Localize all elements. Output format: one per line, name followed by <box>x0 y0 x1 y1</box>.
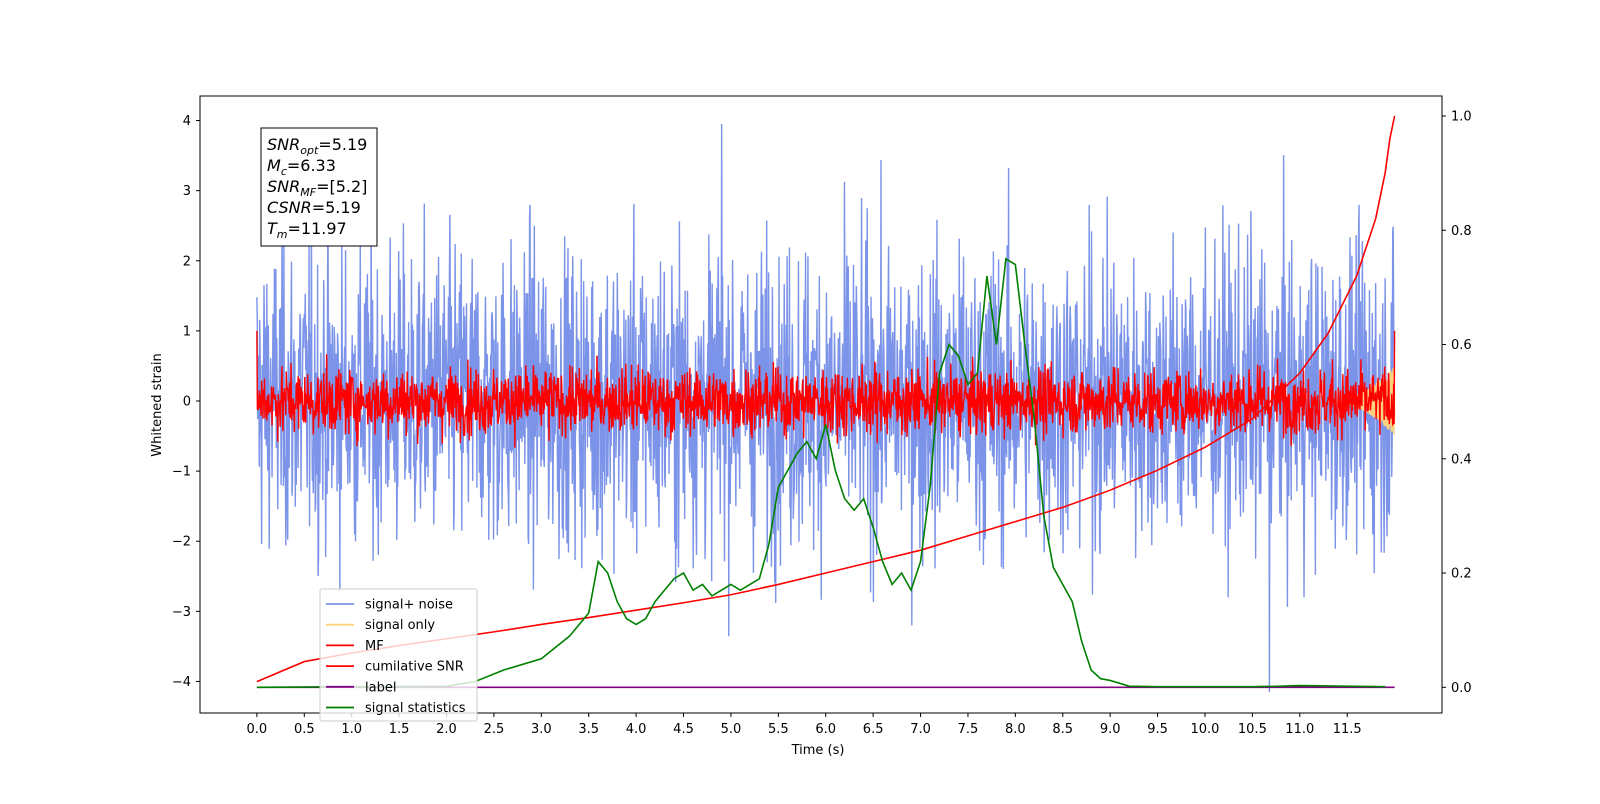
y2-tick-label: 0.2 <box>1451 567 1472 582</box>
plot-frame <box>199 95 1443 714</box>
series-signal-statistics <box>256 257 1386 689</box>
y-tick-label: 1 <box>183 324 191 339</box>
x-tick-label: 9.5 <box>1147 722 1168 737</box>
annotation-symbol: T <box>267 219 278 238</box>
x-tick-label: 5.0 <box>721 722 742 737</box>
x-axis: 0.0 0.5 1.0 1.5 2.0 2.5 3.0 3.5 4.0 4.5 5.0 5.5 6.0 6… <box>247 713 1362 737</box>
annotation-symbol: SNR <box>267 135 300 154</box>
y2-tick-label: 0.4 <box>1451 452 1472 467</box>
x-tick-label: 1.0 <box>341 722 362 737</box>
annotation-line: SNRopt=5.19 <box>267 135 367 157</box>
y-tick-label: −4 <box>172 675 191 690</box>
annotation-symbol: CSNR <box>267 198 312 217</box>
x-tick-label: 11.5 <box>1333 722 1362 737</box>
x-tick-label: 3.0 <box>531 722 552 737</box>
annotation-subscript: c <box>281 165 287 178</box>
y2-tick-label: 0.0 <box>1451 681 1472 696</box>
series-cumilative-snr <box>256 115 1396 683</box>
x-tick-label: 7.5 <box>958 722 979 737</box>
annotation-symbol: SNR <box>267 177 300 196</box>
x-tick-label: 11.0 <box>1285 722 1314 737</box>
x-tick-label: 1.5 <box>389 722 410 737</box>
annotation-value: =6.33 <box>287 156 336 175</box>
legend-entries: signal+ noise signal only MF cumilative SNR… <box>326 598 466 716</box>
legend-label: signal statistics <box>365 701 466 716</box>
annotation-lines: SNRopt=5.19Mc=6.33SNRMF=[5.2]CSNR=5.19Tm… <box>267 135 367 241</box>
annotation-subscript: opt <box>300 144 319 157</box>
y-tick-label: 2 <box>183 254 191 269</box>
annotation-line: Tm=11.97 <box>267 219 347 241</box>
legend-label: signal only <box>365 618 435 633</box>
series-layer <box>256 115 1396 692</box>
y-tick-label: −2 <box>172 535 191 550</box>
annotation-subscript: MF <box>300 186 316 199</box>
x-tick-label: 6.0 <box>815 722 836 737</box>
annotation-frame <box>260 127 378 247</box>
annotation-value: =5.19 <box>312 198 361 217</box>
annotation-value: =11.97 <box>288 219 347 238</box>
y2-tick-label: 0.8 <box>1451 224 1472 239</box>
x-tick-label: 2.5 <box>484 722 505 737</box>
annotation-line: CSNR=5.19 <box>267 198 361 217</box>
x-tick-label: 0.0 <box>247 722 268 737</box>
annotation-line: SNRMF=[5.2] <box>267 177 367 199</box>
legend: signal+ noise signal only MF cumilative SNR… <box>319 588 478 722</box>
x-tick-label: 10.5 <box>1238 722 1267 737</box>
x-tick-label: 6.5 <box>863 722 884 737</box>
annotation-value: =[5.2] <box>316 177 367 196</box>
x-tick-label: 0.5 <box>294 722 315 737</box>
y-tick-label: 4 <box>183 114 191 129</box>
legend-frame <box>319 588 478 722</box>
y-axis-label: Whitened strain <box>150 353 165 456</box>
x-tick-label: 2.0 <box>436 722 457 737</box>
legend-label: signal+ noise <box>365 598 453 613</box>
x-axis-label: Time (s) <box>791 743 845 758</box>
series-mf <box>256 330 1396 448</box>
x-tick-label: 3.5 <box>578 722 599 737</box>
y2-tick-label: 0.6 <box>1451 338 1472 353</box>
x-tick-label: 4.0 <box>626 722 647 737</box>
annotation-subscript: m <box>277 228 288 241</box>
annotation-value: =5.19 <box>318 135 367 154</box>
y2-tick-label: 1.0 <box>1451 109 1472 124</box>
legend-label: MF <box>365 639 384 654</box>
x-tick-label: 9.0 <box>1100 722 1121 737</box>
annotation-line: Mc=6.33 <box>267 156 336 178</box>
y-tick-label: −1 <box>172 465 191 480</box>
legend-label: label <box>365 680 396 695</box>
x-tick-label: 7.0 <box>910 722 931 737</box>
y-axis-left: 4 3 2 1 0 −1 −2 −3 −4 <box>172 114 200 690</box>
x-tick-label: 8.5 <box>1052 722 1073 737</box>
legend-label: cumilative SNR <box>365 660 464 675</box>
x-tick-label: 8.0 <box>1005 722 1026 737</box>
x-tick-label: 5.5 <box>768 722 789 737</box>
annotation-box: SNRopt=5.19Mc=6.33SNRMF=[5.2]CSNR=5.19Tm… <box>260 127 378 247</box>
x-tick-label: 10.0 <box>1191 722 1220 737</box>
annotation-symbol: M <box>267 156 281 175</box>
y-tick-label: −3 <box>172 605 191 620</box>
x-tick-label: 4.5 <box>673 722 694 737</box>
y-tick-label: 0 <box>183 394 191 409</box>
y-tick-label: 3 <box>183 184 191 199</box>
y-axis-right: 1.0 0.8 0.6 0.4 0.2 0.0 <box>1442 109 1472 696</box>
series-signal-noise <box>256 124 1396 692</box>
